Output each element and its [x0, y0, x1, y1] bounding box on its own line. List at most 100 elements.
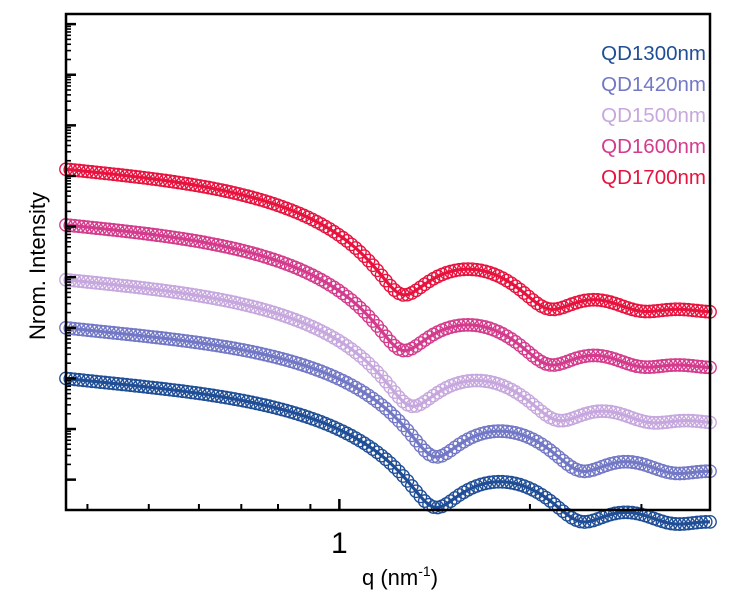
data-point [365, 258, 380, 273]
data-point [361, 356, 376, 371]
series-QD1600nm [59, 218, 717, 375]
data-point [378, 452, 393, 467]
data-point [517, 390, 532, 405]
data-point [340, 234, 354, 248]
data-point [538, 440, 553, 454]
data-point [538, 407, 553, 422]
data-point [383, 405, 398, 420]
data-point [374, 398, 389, 412]
data-point [387, 409, 402, 424]
data-point [365, 442, 380, 456]
data-point [387, 385, 402, 399]
series-QD1420nm [59, 320, 717, 481]
data-point [344, 342, 359, 356]
data-point [357, 304, 372, 319]
legend: QD1300nm QD1420nm QD1500nm QD1600nm QD1700nm [601, 42, 706, 189]
data-point [543, 493, 557, 508]
data-point [378, 401, 393, 416]
data-point [340, 289, 354, 304]
data-point [353, 300, 367, 315]
data-point [521, 345, 536, 360]
data-point [365, 360, 380, 375]
data-point [357, 249, 372, 264]
data-point [521, 289, 536, 304]
data-point [370, 319, 385, 333]
data-point [383, 456, 398, 470]
data-point [508, 335, 523, 349]
data-point [508, 279, 523, 294]
x-axis-title-main: q (nm [362, 565, 418, 590]
x-axis-title-close: ) [431, 565, 438, 590]
data-point [530, 400, 545, 415]
data-point [365, 391, 380, 406]
series-QD1300nm [59, 371, 717, 531]
data-point [551, 500, 566, 515]
x-axis-ticks [86, 499, 643, 510]
data-point [353, 348, 367, 363]
series-QD1700nm [59, 162, 717, 319]
data-point [517, 286, 532, 300]
data-point [396, 469, 411, 483]
data-point [374, 369, 389, 384]
data-point [383, 334, 398, 349]
legend-entry: QD1420nm [601, 73, 706, 96]
legend-entry: QD1300nm [601, 42, 706, 65]
data-point [396, 418, 411, 433]
data-point [547, 446, 562, 461]
data-point [400, 423, 415, 438]
data-point [361, 309, 376, 324]
data-point [378, 374, 393, 389]
data-point [378, 329, 393, 344]
series-layer [59, 162, 717, 531]
data-point [344, 237, 359, 252]
legend-entry: QD1700nm [601, 166, 706, 189]
legend-entry: QD1600nm [601, 135, 706, 158]
data-point [391, 390, 406, 404]
data-point [387, 460, 402, 474]
data-point [413, 489, 428, 504]
data-point [370, 394, 385, 409]
x-axis-tick-labels: 1 [331, 527, 348, 560]
data-point [335, 230, 350, 245]
data-point [391, 464, 406, 479]
data-point [365, 314, 380, 328]
data-point [543, 443, 557, 458]
data-point [512, 282, 527, 297]
x-tick-label: 1 [331, 527, 348, 560]
data-point [517, 341, 532, 356]
data-point [525, 397, 540, 412]
data-point [378, 273, 393, 288]
data-point [348, 241, 363, 255]
fit-line [65, 223, 711, 370]
data-point [521, 393, 536, 408]
data-point [387, 283, 402, 297]
data-point [348, 345, 363, 360]
data-point [353, 245, 367, 259]
data-point [512, 338, 527, 353]
data-point [361, 253, 376, 268]
data-point [538, 490, 553, 505]
y-axis-ticks [66, 22, 76, 481]
x-axis-title-superscript: -1 [418, 563, 431, 579]
legend-entry: QD1500nm [601, 104, 706, 127]
x-axis-title: q (nm-1) [362, 563, 438, 590]
data-point [391, 413, 406, 428]
data-point [370, 445, 385, 460]
data-point [383, 278, 398, 293]
data-point [335, 286, 350, 301]
data-point [400, 474, 415, 488]
fit-line [65, 326, 711, 476]
data-point [396, 394, 411, 409]
y-axis-title: Nrom. Intensity [25, 192, 50, 340]
data-point [348, 296, 363, 311]
fit-line [65, 278, 711, 425]
fit-line [65, 167, 711, 314]
data-point [357, 352, 372, 367]
data-point [387, 338, 402, 353]
data-point [370, 263, 385, 278]
data-point [409, 433, 423, 448]
data-point [413, 438, 428, 453]
data-point [370, 365, 385, 379]
data-point [374, 448, 389, 463]
